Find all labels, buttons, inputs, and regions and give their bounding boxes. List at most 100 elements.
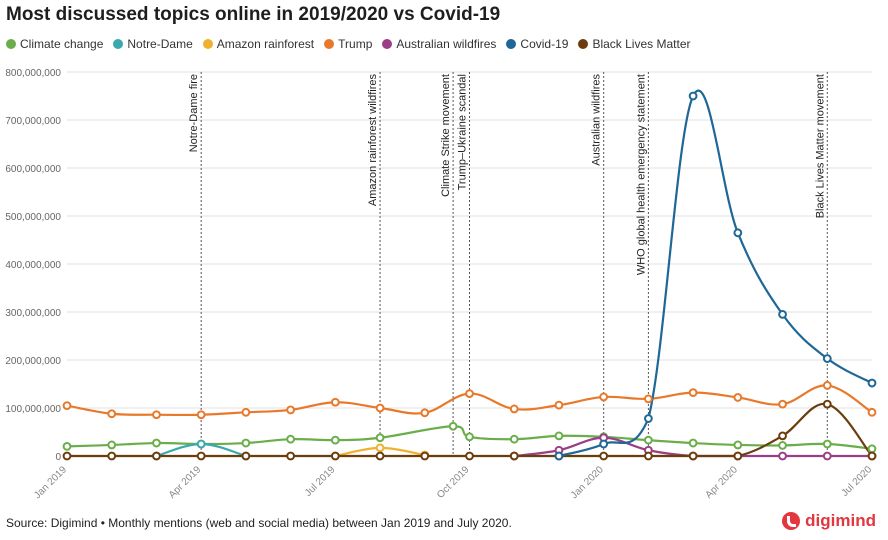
data-point-climate-change xyxy=(62,442,72,451)
x-tick-label: Oct 2019 xyxy=(435,464,472,501)
data-point-trump xyxy=(688,388,698,398)
legend-swatch xyxy=(113,39,124,49)
data-point-climate-change xyxy=(152,438,161,448)
data-point-black-lives-matter xyxy=(286,451,296,461)
legend-item-trump: Trump xyxy=(324,37,372,51)
line-chart: 0 100,000,000 200,000,000 300,000,000 400,00… xyxy=(5,68,877,501)
data-point-black-lives-matter xyxy=(196,451,206,461)
digimind-logo-icon xyxy=(782,512,801,530)
data-point-climate-change xyxy=(822,439,832,449)
data-point-covid-19 xyxy=(599,439,609,449)
x-tick-label: Jan 2019 xyxy=(32,464,69,501)
annotation-label: Black Lives Matter movement xyxy=(814,74,826,218)
source-footnote: Source: Digimind • Monthly mentions (web… xyxy=(6,516,512,530)
data-point-black-lives-matter xyxy=(867,451,877,461)
data-point-trump xyxy=(62,401,72,411)
data-point-climate-change xyxy=(733,440,743,450)
legend-swatch xyxy=(578,39,589,49)
data-point-climate-change xyxy=(688,438,698,448)
data-point-climate-change xyxy=(330,435,340,445)
data-point-trump xyxy=(643,394,653,404)
data-point-trump xyxy=(778,399,787,409)
data-point-trump xyxy=(822,381,832,390)
y-tick-label: 100,000,000 xyxy=(5,404,61,415)
data-point-climate-change xyxy=(465,432,474,442)
data-point-black-lives-matter xyxy=(509,451,519,461)
data-point-covid-19 xyxy=(778,310,787,319)
data-point-covid-19 xyxy=(643,414,653,423)
data-point-trump xyxy=(241,407,251,417)
data-point-black-lives-matter xyxy=(643,451,653,461)
data-point-covid-19 xyxy=(733,228,743,238)
y-tick-label: 800,000,000 xyxy=(5,68,61,79)
legend-label: Notre-Dame xyxy=(127,37,193,51)
data-point-trump xyxy=(867,407,877,417)
x-tick-label: Apr 2020 xyxy=(703,464,740,501)
x-tick-label: Jan 2020 xyxy=(569,464,606,501)
data-point-trump xyxy=(152,410,161,420)
legend-swatch xyxy=(324,39,335,49)
data-point-australian-wildfires xyxy=(822,451,832,461)
data-point-trump xyxy=(286,405,296,415)
data-point-covid-19 xyxy=(688,91,698,101)
x-tick-label: Jul 2019 xyxy=(303,464,338,499)
legend-label: Black Lives Matter xyxy=(592,37,691,51)
data-point-trump xyxy=(554,400,564,410)
data-point-climate-change xyxy=(375,433,385,443)
data-point-climate-change xyxy=(867,444,877,454)
y-tick-label: 0 xyxy=(55,452,61,463)
data-point-trump xyxy=(599,392,609,402)
y-tick-label: 200,000,000 xyxy=(5,356,61,367)
data-point-black-lives-matter xyxy=(822,399,832,409)
data-point-black-lives-matter xyxy=(778,431,787,441)
y-tick-label: 300,000,000 xyxy=(5,308,61,319)
data-point-covid-19 xyxy=(554,451,564,461)
chart-title: Most discussed topics online in 2019/202… xyxy=(6,4,501,25)
data-point-climate-change xyxy=(107,440,117,450)
data-point-trump xyxy=(375,403,385,413)
data-point-black-lives-matter xyxy=(375,451,385,461)
y-tick-label: 400,000,000 xyxy=(5,260,61,271)
data-point-climate-change xyxy=(643,435,653,445)
digimind-logo: digimind xyxy=(782,511,876,531)
legend-label: Amazon rainforest xyxy=(216,37,315,51)
legend-item-covid-19: Covid-19 xyxy=(506,37,568,51)
data-point-climate-change xyxy=(778,441,787,450)
legend-item-black-lives-matter: Black Lives Matter xyxy=(578,37,691,51)
data-point-black-lives-matter xyxy=(733,451,743,461)
data-point-trump xyxy=(509,404,519,414)
data-point-covid-19 xyxy=(867,378,877,388)
data-point-trump xyxy=(465,389,474,399)
data-point-notre-dame xyxy=(196,439,206,449)
y-tick-label: 500,000,000 xyxy=(5,212,61,223)
annotation-label: Climate Strike movement xyxy=(440,74,452,197)
data-point-covid-19 xyxy=(822,354,832,363)
annotation-label: Notre-Dame fire xyxy=(188,74,200,152)
data-point-black-lives-matter xyxy=(688,451,698,461)
data-point-amazon-rainforest xyxy=(375,443,385,453)
digimind-logo-text: digimind xyxy=(805,511,876,530)
legend-label: Climate change xyxy=(20,37,104,51)
legend-swatch xyxy=(6,39,16,49)
data-point-black-lives-matter xyxy=(107,451,117,461)
annotation-label: Amazon rainforest wildfires xyxy=(367,74,379,207)
data-point-trump xyxy=(196,410,206,420)
x-tick-label: Apr 2019 xyxy=(167,464,204,501)
data-point-trump xyxy=(107,409,117,419)
legend-label: Trump xyxy=(338,37,373,51)
data-point-black-lives-matter xyxy=(152,451,161,461)
legend: Climate change Notre-Dame Amazon rainfores… xyxy=(6,37,691,51)
data-point-black-lives-matter xyxy=(241,451,251,461)
legend-label: Australian wildfires xyxy=(396,37,497,51)
annotation-label: Trump–Ukraine scandal xyxy=(457,74,469,190)
x-tick-label: Jul 2020 xyxy=(840,464,875,499)
data-point-trump xyxy=(420,408,430,418)
data-point-climate-change xyxy=(509,434,519,444)
data-point-climate-change xyxy=(554,431,564,441)
y-tick-label: 600,000,000 xyxy=(5,164,61,175)
series-line-covid-19 xyxy=(558,89,873,458)
data-point-trump xyxy=(330,397,340,407)
annotation-label: Australian wildfires xyxy=(591,74,603,166)
annotation-label: WHO global health emergency statement xyxy=(635,74,647,275)
data-point-climate-change xyxy=(448,421,458,431)
